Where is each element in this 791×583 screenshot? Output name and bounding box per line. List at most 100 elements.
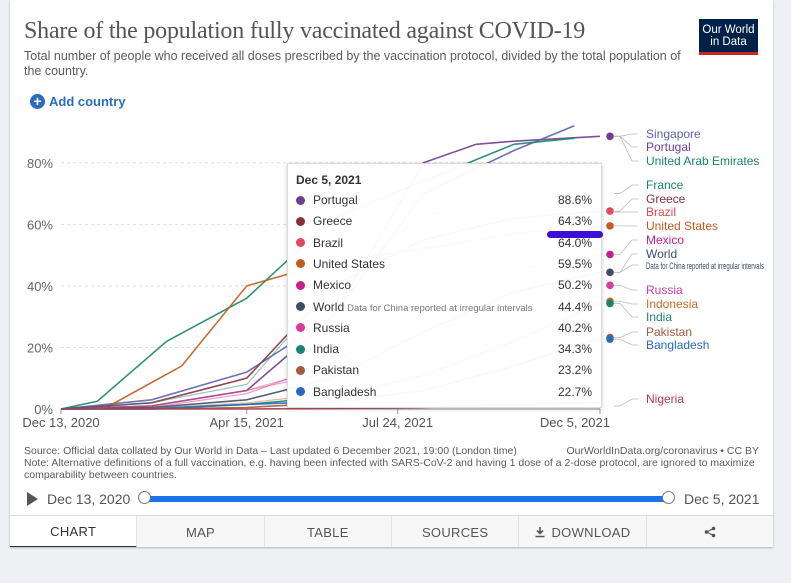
tab-chart[interactable]: CHART [10, 516, 138, 547]
tab-bar: CHART MAP TABLE SOURCES DOWNLOAD [10, 515, 773, 547]
end-label-pakistan: Pakistan [646, 325, 692, 339]
label-leader-line [614, 135, 638, 162]
chart-title: Share of the population fully vaccinated… [24, 18, 586, 44]
end-dot [606, 132, 614, 141]
tooltip-dot [296, 280, 305, 290]
tooltip-value: 88.6% [557, 193, 592, 207]
tooltip-value: 44.4% [557, 299, 592, 314]
tooltip-value: 64.3% [557, 214, 592, 229]
label-leader-line [614, 300, 638, 305]
end-label-united-arab-emirates: United Arab Emirates [646, 154, 759, 168]
tooltip: Dec 5, 2021 Portugal 88.6% Greece 64.3% Braz… [287, 163, 603, 408]
tooltip-row: India 34.3% [296, 340, 592, 358]
label-leader-line [614, 239, 638, 255]
tooltip-country: Greece [313, 214, 353, 229]
tooltip-row: Greece 64.3% [296, 212, 592, 230]
tooltip-country: Portugal [313, 193, 358, 207]
tooltip-dot [296, 216, 305, 226]
tab-sources-label: SOURCES [421, 524, 489, 540]
tooltip-value: 64.0% [557, 235, 592, 250]
tooltip-country: Brazil [313, 235, 344, 250]
x-tick-label: Apr 15, 2021 [209, 415, 283, 430]
end-label-mexico: Mexico [646, 233, 684, 247]
tooltip-dot [296, 238, 305, 248]
label-leader-line [614, 284, 638, 291]
tooltip-value: 40.2% [557, 320, 592, 335]
tooltip-row: Brazil 64.0% [296, 234, 592, 252]
label-leader-line [614, 303, 638, 318]
y-tick-label: 20% [27, 340, 53, 355]
tab-sources[interactable]: SOURCES [391, 516, 520, 547]
share-icon [704, 526, 716, 538]
tab-download[interactable]: DOWNLOAD [519, 516, 647, 547]
tooltip-row: Mexico 50.2% [296, 276, 592, 294]
end-dot [606, 335, 614, 343]
end-label-portugal: Portugal [646, 140, 691, 154]
end-label-united-states: United States [646, 219, 718, 233]
x-tick-label: Dec 5, 2021 [540, 415, 610, 430]
end-label-china-note: Data for China reported at irregular int… [646, 261, 764, 272]
tooltip-country: Pakistan [313, 363, 360, 378]
end-label-brazil: Brazil [646, 205, 676, 219]
tooltip-dot [296, 323, 305, 333]
tab-chart-label: CHART [50, 523, 97, 539]
source-url[interactable]: OurWorldInData.org/coronavirus • CC BY [566, 445, 759, 457]
end-dot [606, 268, 614, 277]
logo-line-1: Our World [702, 24, 755, 36]
end-dot [606, 222, 614, 230]
timeline-end-handle[interactable] [662, 491, 675, 504]
tooltip-row: Bangladesh 22.7% [296, 383, 592, 401]
timeline-end-date: Dec 5, 2021 [684, 491, 760, 507]
x-tick-label: Jul 24, 2021 [362, 415, 433, 430]
add-country-button[interactable]: + Add country [30, 94, 126, 109]
note-text: Note: Alternative definitions of a full … [24, 457, 755, 481]
timeline-start-handle[interactable] [138, 491, 151, 504]
end-dot [606, 281, 614, 290]
tooltip-country: World Data for China reported at irregula… [313, 299, 533, 314]
label-leader-line [614, 331, 638, 338]
tooltip-row: Pakistan 23.2% [296, 361, 592, 379]
end-label-world: World [646, 247, 677, 261]
y-tick-label: 40% [27, 279, 53, 294]
tooltip-dot [296, 302, 305, 311]
tooltip-dot [296, 365, 305, 375]
end-dot [606, 207, 614, 215]
logo-line-2: in Data [710, 36, 747, 48]
tooltip-value: 50.2% [557, 278, 592, 293]
timeline-track[interactable] [144, 496, 668, 502]
tooltip-country: India [313, 342, 340, 357]
tab-table-label: TABLE [306, 524, 349, 540]
tooltip-value: 22.7% [557, 384, 592, 399]
owid-logo[interactable]: Our World in Data [699, 19, 758, 55]
tab-share[interactable] [646, 516, 773, 547]
end-dot [606, 299, 614, 308]
source-text: Source: Official data collated by Our Wo… [24, 445, 517, 457]
tooltip-dot [296, 344, 305, 354]
tooltip-row: United States 59.5% [296, 255, 592, 273]
x-tick-label: Dec 13, 2020 [22, 415, 99, 430]
tooltip-country: Russia [313, 320, 350, 335]
tab-table[interactable]: TABLE [264, 516, 392, 547]
tab-map[interactable]: MAP [137, 516, 265, 547]
play-icon[interactable] [27, 492, 38, 506]
timeline: Dec 13, 2020 Dec 5, 2021 [10, 487, 773, 512]
label-leader-line [614, 264, 638, 273]
end-label-indonesia: Indonesia [646, 297, 698, 311]
end-label-singapore: Singapore [646, 127, 701, 141]
tooltip-dot [296, 259, 305, 269]
label-leader-line [614, 253, 638, 273]
tooltip-dot [296, 195, 305, 205]
highlight-mark [547, 231, 603, 238]
label-leader-line [614, 338, 638, 346]
label-leader-line [614, 198, 638, 212]
tooltip-value: 23.2% [557, 363, 592, 378]
tooltip-country: Mexico [313, 278, 352, 293]
y-tick-label: 80% [27, 156, 53, 171]
tooltip-value: 34.3% [557, 342, 592, 357]
tooltip-date: Dec 5, 2021 [296, 173, 362, 187]
end-label-nigeria: Nigeria [646, 392, 684, 406]
tooltip-row: Portugal 88.6% [296, 191, 592, 209]
tooltip-country: United States [313, 256, 386, 271]
source-note: Source: Official data collated by Our Wo… [24, 445, 764, 481]
tooltip-note: Data for China reported at irregular int… [347, 302, 533, 314]
